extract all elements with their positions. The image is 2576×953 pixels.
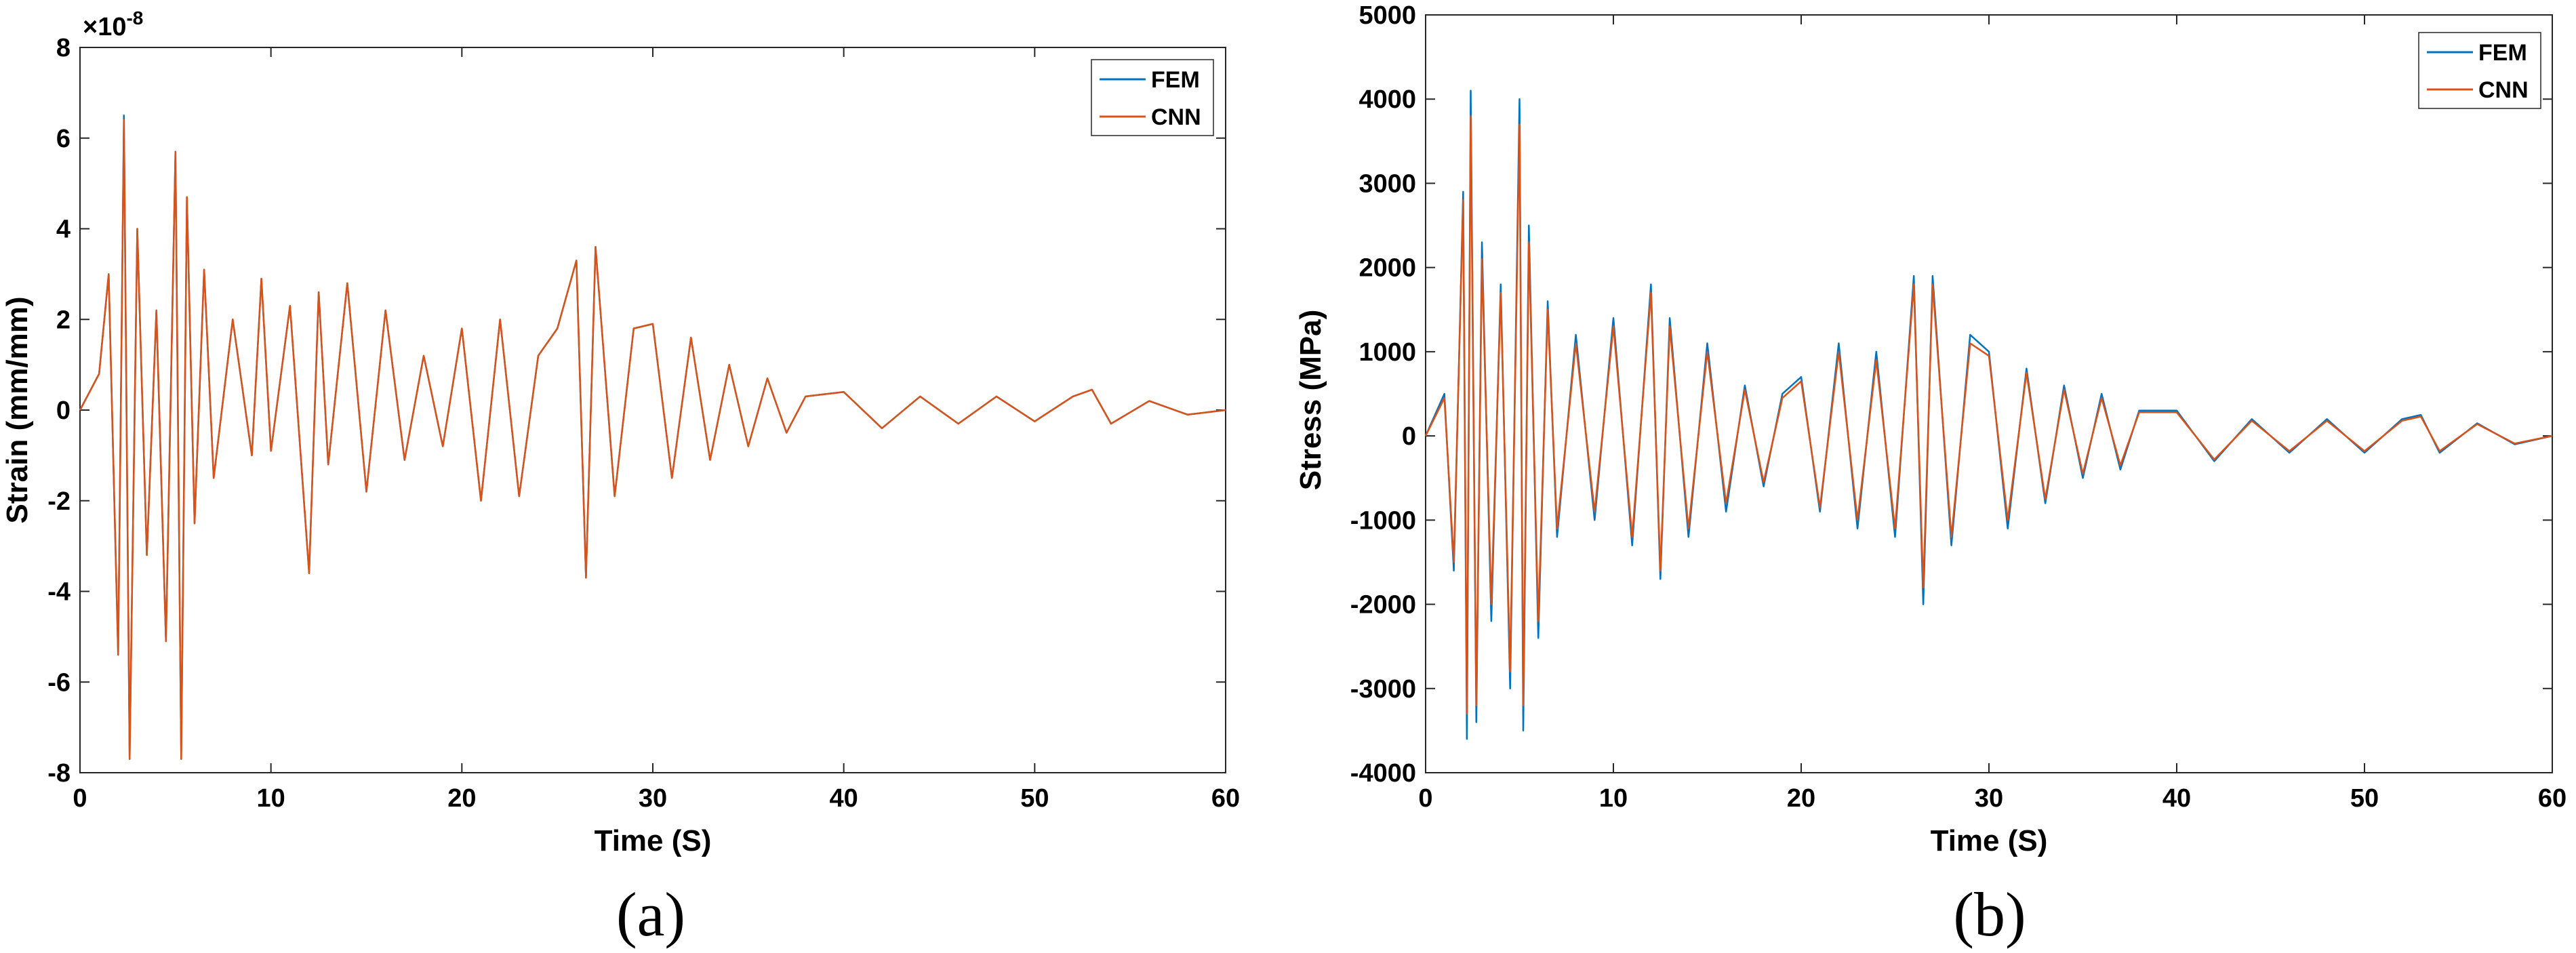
b-xtick-label: 50	[2350, 784, 2379, 813]
a-ytick-label: -4	[47, 578, 71, 607]
a-legend-fem: FEM	[1151, 67, 1200, 93]
a-xtick-label: 60	[1211, 784, 1240, 813]
a-ytick-label: 6	[56, 125, 71, 153]
b-xtick-label: 60	[2538, 784, 2567, 813]
a-series-cnn-line	[79, 119, 1226, 761]
a-xtick-label: 40	[830, 784, 858, 813]
b-ytick-label: 2000	[1359, 254, 1416, 283]
a-y-exponent: ×10-8	[83, 7, 143, 41]
a-x-tick-labels: 0 10 20 30 40 50 60	[73, 784, 1240, 813]
chart-panel-a: -8 -6 -4 -2 0 2 4 6 8 0 10 20 30 40 50 60 ×10-8 Time (…	[1, 7, 1240, 949]
b-xtick-label: 10	[1599, 784, 1628, 813]
a-xtick-label: 10	[257, 784, 285, 813]
a-legend-cnn: CNN	[1151, 104, 1201, 130]
a-ytick-label: -2	[47, 487, 71, 516]
b-legend-fem: FEM	[2478, 40, 2527, 66]
a-ytick-label: 2	[56, 306, 71, 334]
b-ytick-label: 0	[1402, 422, 1416, 451]
a-ytick-label: 0	[56, 397, 71, 425]
b-series-cnn-line	[1424, 115, 2553, 715]
b-ytick-label: -2000	[1350, 591, 1416, 620]
b-ytick-label: -3000	[1350, 675, 1416, 704]
b-legend-cnn: CNN	[2478, 77, 2529, 103]
plot-area-a	[79, 47, 1226, 773]
b-ytick-label: -1000	[1350, 506, 1416, 535]
b-ytick-label: 1000	[1359, 338, 1416, 367]
chart-panel-b: -4000-3000-2000-100001000200030004000500…	[1294, 1, 2567, 949]
b-ytick-label: 3000	[1359, 169, 1416, 198]
a-y-axis-label: Strain (mm/mm)	[1, 297, 34, 524]
b-caption: (b)	[1953, 880, 2026, 949]
b-y-axis-label: Stress (MPa)	[1294, 310, 1327, 491]
b-series-lines	[1424, 89, 2553, 740]
a-caption: (a)	[616, 880, 685, 949]
a-legend: FEM CNN	[1091, 59, 1214, 136]
b-xtick-label: 30	[1975, 784, 2003, 813]
b-ytick-label: 5000	[1359, 1, 1416, 30]
b-xtick-label: 0	[1418, 784, 1432, 813]
b-xtick-label: 20	[1787, 784, 1815, 813]
a-series-lines	[79, 115, 1226, 761]
b-x-axis-label: Time (S)	[1931, 824, 2048, 857]
b-y-tick-labels: -4000 -3000 -2000 -1000 0 1000 2000 3000 4000 500…	[1350, 1, 1416, 788]
b-tick-marks	[1425, 14, 2553, 773]
a-xtick-label: 50	[1020, 784, 1049, 813]
a-tick-marks	[79, 47, 1226, 773]
a-xtick-label: 30	[639, 784, 667, 813]
a-ytick-label: -8	[47, 759, 71, 788]
b-x-tick-labels: 0 10 20 30 40 50 60	[1418, 784, 2567, 813]
a-xtick-label: 0	[73, 784, 87, 813]
b-xtick-label: 40	[2162, 784, 2191, 813]
b-legend: FEM CNN	[2418, 32, 2541, 109]
plot-area-b	[1425, 14, 2553, 773]
a-y-tick-labels: -8 -6 -4 -2 0 2 4 6 8	[47, 34, 71, 788]
a-ytick-label: 4	[56, 216, 71, 244]
b-ytick-label: 4000	[1359, 85, 1416, 114]
b-ytick-label: -4000	[1350, 759, 1416, 788]
a-ytick-label: -6	[47, 668, 71, 697]
a-xtick-label: 20	[447, 784, 476, 813]
a-x-axis-label: Time (S)	[595, 824, 712, 857]
a-ytick-label: 8	[56, 34, 71, 62]
